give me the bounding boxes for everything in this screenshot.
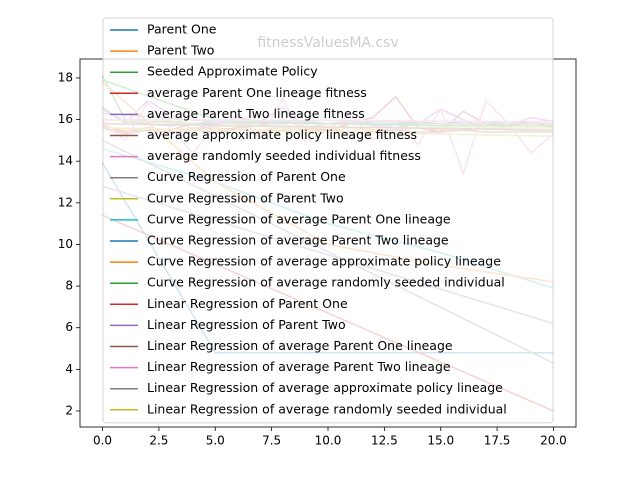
legend-label: average approximate policy lineage fitne… xyxy=(147,127,417,142)
y-tick-label: 2 xyxy=(65,403,73,417)
legend-label: Linear Regression of average Parent One … xyxy=(147,338,453,353)
legend-label: Linear Regression of Parent Two xyxy=(147,317,346,332)
x-tick-label: 17.5 xyxy=(484,434,511,448)
legend-label: Curve Regression of average randomly see… xyxy=(147,275,505,290)
x-tick-label: 20.0 xyxy=(540,434,567,448)
legend-label: Curve Regression of Parent Two xyxy=(147,190,344,205)
legend-label: Linear Regression of average randomly se… xyxy=(147,401,507,416)
legend-label: Linear Regression of Parent One xyxy=(147,296,348,311)
legend-box xyxy=(102,17,554,424)
x-tick-label: 10.0 xyxy=(315,434,342,448)
y-tick-label: 4 xyxy=(65,362,73,376)
legend-label: average Parent Two lineage fitness xyxy=(147,106,365,121)
y-tick-label: 16 xyxy=(58,112,73,126)
x-tick-label: 2.5 xyxy=(149,434,168,448)
legend-label: Curve Regression of average Parent One l… xyxy=(147,211,451,226)
x-tick-label: 7.5 xyxy=(262,434,281,448)
legend-label: Parent One xyxy=(147,22,217,37)
y-tick-label: 12 xyxy=(58,195,73,209)
legend-label: Parent Two xyxy=(147,43,214,58)
y-tick-label: 8 xyxy=(65,279,73,293)
y-tick-label: 18 xyxy=(58,70,73,84)
legend-label: Linear Regression of average approximate… xyxy=(147,380,503,395)
legend-label: Linear Regression of average Parent Two … xyxy=(147,359,451,374)
y-tick-label: 10 xyxy=(58,237,73,251)
legend-label: Curve Regression of average Parent Two l… xyxy=(147,233,449,248)
x-tick-label: 12.5 xyxy=(371,434,398,448)
y-tick-label: 6 xyxy=(65,320,73,334)
legend-label: average Parent One lineage fitness xyxy=(147,85,367,100)
x-tick-label: 0.0 xyxy=(93,434,112,448)
legend-label: Seeded Approximate Policy xyxy=(147,64,318,79)
x-tick-label: 15.0 xyxy=(427,434,454,448)
x-tick-label: 5.0 xyxy=(206,434,225,448)
legend-label: average randomly seeded individual fitne… xyxy=(147,148,421,163)
y-tick-label: 14 xyxy=(58,154,73,168)
legend-label: Curve Regression of average approximate … xyxy=(147,254,501,269)
legend-label: Curve Regression of Parent One xyxy=(147,169,346,184)
